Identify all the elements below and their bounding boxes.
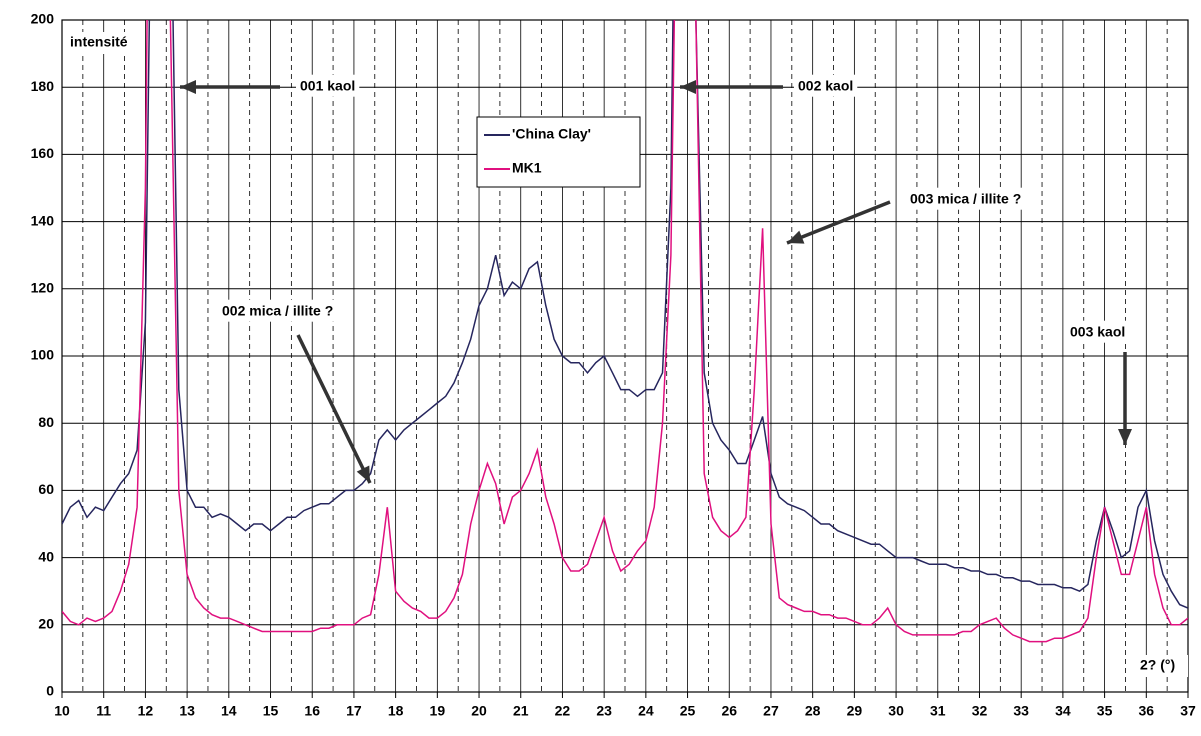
x-tick-label: 22 [555, 703, 571, 719]
x-tick-label: 20 [471, 703, 487, 719]
x-tick-label: 36 [1139, 703, 1155, 719]
x-tick-label: 32 [972, 703, 988, 719]
annotation: 002 kaol [798, 78, 853, 94]
x-tick-label: 35 [1097, 703, 1113, 719]
annotation-arrow [296, 334, 372, 484]
annotation-bg [296, 74, 360, 97]
x-tick-label: 25 [680, 703, 696, 719]
annotation-arrow [786, 200, 891, 245]
x-axis-label: 2? (°) [1140, 657, 1175, 673]
label-bg [66, 32, 132, 54]
x-tick-label: 33 [1013, 703, 1029, 719]
y-tick-label: 120 [31, 280, 55, 296]
x-tick-label: 12 [138, 703, 154, 719]
annotation-bg [1066, 320, 1130, 343]
legend-box [476, 116, 641, 188]
y-axis-label: intensité [70, 34, 128, 50]
y-tick-label: 20 [38, 616, 54, 632]
arrow-head [787, 230, 805, 244]
x-tick-label: 13 [179, 703, 195, 719]
annotation: 003 kaol [1070, 324, 1125, 340]
y-tick-label: 80 [38, 414, 54, 430]
x-tick-label: 21 [513, 703, 529, 719]
arrow-head [1118, 429, 1132, 445]
y-tick-label: 60 [38, 481, 54, 497]
label-bg [1136, 655, 1188, 677]
x-tick-label: 19 [430, 703, 446, 719]
annotation: 002 mica / illite ? [222, 303, 333, 319]
legend-label: MK1 [512, 160, 542, 176]
x-tick-label: 34 [1055, 703, 1071, 719]
annotation-bg [906, 187, 1026, 210]
x-tick-label: 29 [847, 703, 863, 719]
y-tick-label: 180 [31, 78, 55, 94]
y-tick-label: 40 [38, 548, 54, 564]
x-tick-label: 10 [54, 703, 70, 719]
series-line [62, 20, 1188, 643]
x-tick-label: 27 [763, 703, 779, 719]
plot-frame [61, 19, 1189, 693]
annotation-bg [218, 299, 338, 322]
plot-area [62, 20, 1188, 643]
annotation: 003 mica / illite ? [910, 191, 1021, 207]
y-tick-label: 140 [31, 212, 55, 228]
arrow-head [356, 465, 370, 483]
arrow-head [180, 80, 196, 94]
x-tick-label: 30 [888, 703, 904, 719]
x-tick-label: 15 [263, 703, 279, 719]
x-tick-label: 17 [346, 703, 362, 719]
y-tick-label: 200 [31, 11, 55, 27]
y-tick-label: 0 [46, 683, 54, 699]
x-tick-label: 18 [388, 703, 404, 719]
x-tick-label: 24 [638, 703, 654, 719]
series-line [62, 20, 1188, 609]
y-tick-label: 160 [31, 145, 55, 161]
x-tick-label: 11 [96, 703, 111, 719]
x-tick-label: 31 [930, 703, 946, 719]
legend-label: 'China Clay' [512, 126, 591, 142]
x-tick-label: 26 [721, 703, 737, 719]
x-tick-label: 23 [596, 703, 612, 719]
annotation-bg [794, 74, 858, 97]
x-tick-label: 37 [1180, 703, 1196, 719]
annotation: 001 kaol [300, 78, 355, 94]
x-tick-label: 14 [221, 703, 237, 719]
arrow-head [680, 80, 696, 94]
x-tick-label: 16 [304, 703, 320, 719]
x-tick-label: 28 [805, 703, 821, 719]
y-tick-label: 100 [31, 347, 55, 363]
